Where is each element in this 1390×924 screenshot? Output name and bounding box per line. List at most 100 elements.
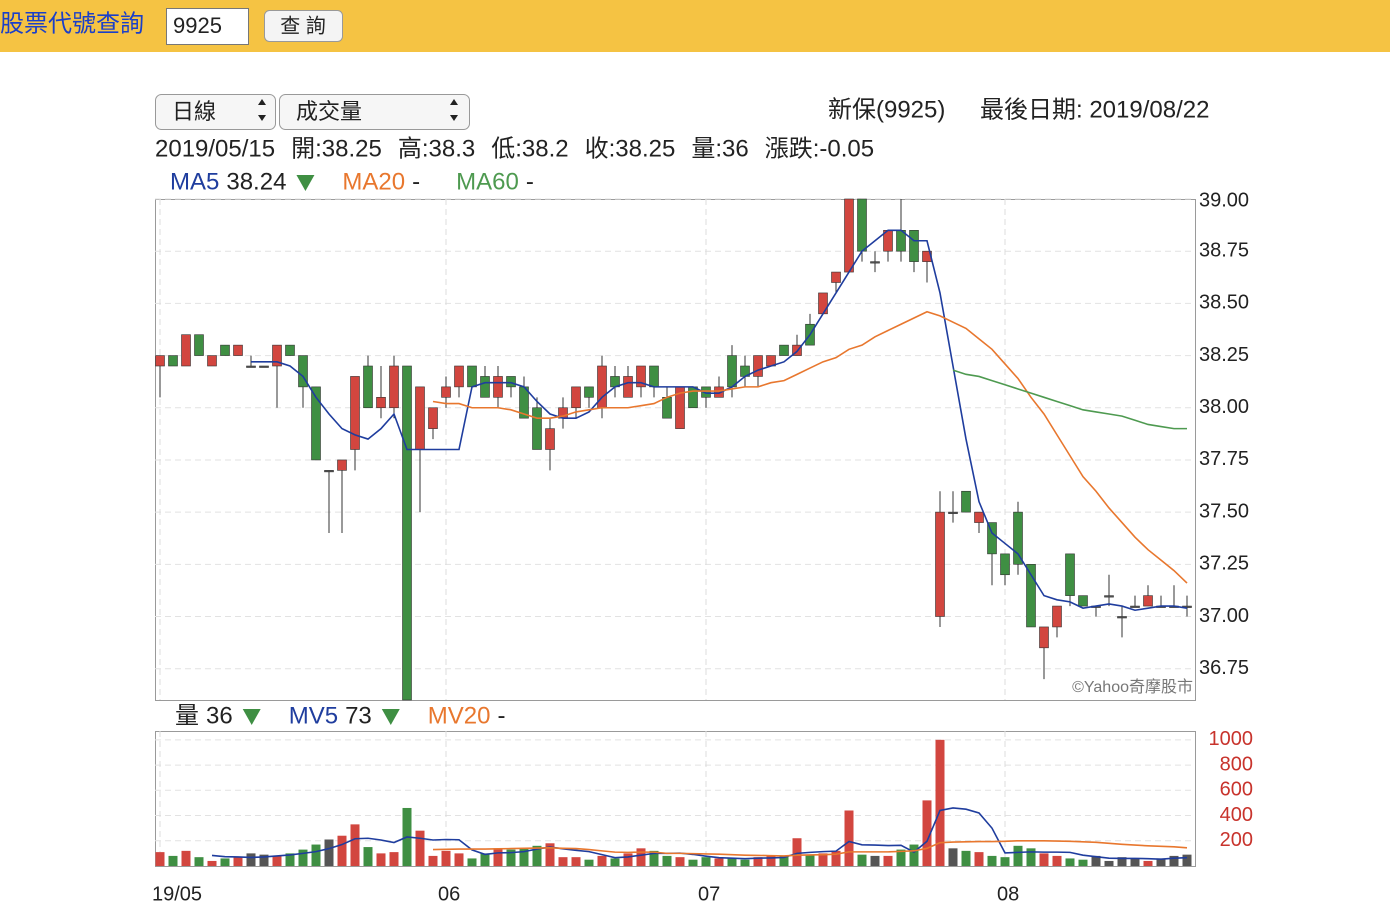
legend-value: - [526, 168, 534, 195]
candle-body [272, 344, 282, 367]
candle-body [415, 386, 425, 450]
volume-bar [454, 853, 464, 866]
y-tick-label: 37.50 [1199, 500, 1249, 522]
trend-arrow [242, 709, 261, 725]
volume-bar [805, 854, 815, 866]
candle-body [324, 470, 334, 473]
volume-bar [896, 849, 906, 866]
candle-body [831, 271, 841, 283]
volume-bar [818, 853, 828, 866]
query-button[interactable] [264, 10, 343, 42]
trend-arrow [296, 175, 315, 191]
candle-body [168, 355, 178, 367]
candle-body [753, 355, 763, 377]
candle-body [649, 365, 659, 388]
candle-body [428, 407, 438, 429]
legend-name: 量 [175, 702, 199, 729]
candle-body [1117, 616, 1127, 619]
y-tick-label: 38.75 [1199, 239, 1249, 261]
candle-body [181, 334, 191, 367]
candle-body [974, 511, 984, 523]
period-select[interactable] [155, 94, 276, 130]
search-label: 股票代號查詢 [0, 10, 144, 37]
candle-body [194, 334, 204, 356]
y-tick-label: 38.25 [1199, 344, 1249, 366]
y-tick-label: 400 [1220, 804, 1253, 826]
legend-name: MV20 [428, 702, 491, 729]
candle-body [493, 376, 503, 398]
y-tick-label: 39.00 [1199, 189, 1249, 211]
info-item: 量:36 [691, 135, 748, 162]
info-item: 漲跌:-0.05 [765, 135, 874, 162]
stock-input[interactable] [166, 8, 249, 45]
volume-bar [675, 857, 685, 866]
candle-body [818, 292, 828, 315]
candle-body [701, 386, 711, 398]
x-tick-label: 08 [997, 883, 1019, 905]
legend-name: MV5 [289, 702, 338, 729]
candle-body [220, 344, 230, 356]
volume-bar [1026, 848, 1036, 866]
volume-bar [701, 857, 711, 866]
y-tick-label: 36.75 [1199, 657, 1249, 679]
volume-bar [1143, 860, 1153, 866]
x-tick-label: 07 [698, 883, 720, 905]
candle-body [233, 344, 243, 356]
candle-body [402, 365, 412, 701]
volume-bar [870, 855, 880, 866]
volume-bar [1065, 858, 1075, 866]
candle-body [1130, 605, 1140, 608]
legend-value: - [497, 702, 505, 729]
legend-value: 73 [345, 702, 372, 729]
candle-body [337, 459, 347, 471]
volume-bar [649, 850, 659, 866]
info-item: 收:38.25 [585, 135, 676, 162]
volume-bar [831, 850, 841, 866]
candle-body [389, 365, 399, 409]
volume-bar [298, 849, 308, 866]
volume-bar [974, 852, 984, 866]
volume-bar [181, 850, 191, 866]
y-tick-label: 37.75 [1199, 448, 1249, 470]
volume-bar [1039, 853, 1049, 866]
last-date: 最後日期: 2019/08/22 [980, 96, 1209, 123]
candle-body [1026, 564, 1036, 628]
volume-bar [415, 830, 425, 866]
volume-bar [740, 859, 750, 866]
volume-bar [545, 843, 555, 866]
x-tick-label: 06 [438, 883, 460, 905]
candle-body [376, 397, 386, 409]
candle-body [454, 365, 464, 388]
volume-bar [389, 852, 399, 866]
volume-bar [311, 844, 321, 866]
candle-body [870, 261, 880, 264]
volume-bar [480, 853, 490, 866]
volume-bar [1156, 858, 1166, 866]
volume-bar [935, 739, 945, 866]
volume-bar [922, 800, 932, 866]
volume-bar [792, 838, 802, 866]
candle-body [948, 511, 958, 514]
volume-bar [597, 855, 607, 866]
y-tick-label: 38.00 [1199, 396, 1249, 418]
candle-body [285, 344, 295, 356]
candle-body [688, 386, 698, 409]
volume-bar [519, 848, 529, 866]
volume-bar [688, 859, 698, 866]
candle-body [350, 376, 360, 450]
y-tick-label: 600 [1220, 779, 1253, 801]
volume-bar [467, 858, 477, 866]
volume-bar [246, 853, 256, 866]
candle-body [1065, 553, 1075, 596]
candle-body [1104, 595, 1114, 598]
candle-body [441, 386, 451, 398]
candle-body [584, 386, 594, 398]
volume-bar [532, 845, 542, 866]
indicator-select[interactable] [279, 94, 470, 130]
candle-body [636, 365, 646, 388]
volume-bar [194, 857, 204, 866]
volume-bar [506, 849, 516, 866]
volume-bar [363, 847, 373, 866]
volume-bar [1052, 855, 1062, 866]
